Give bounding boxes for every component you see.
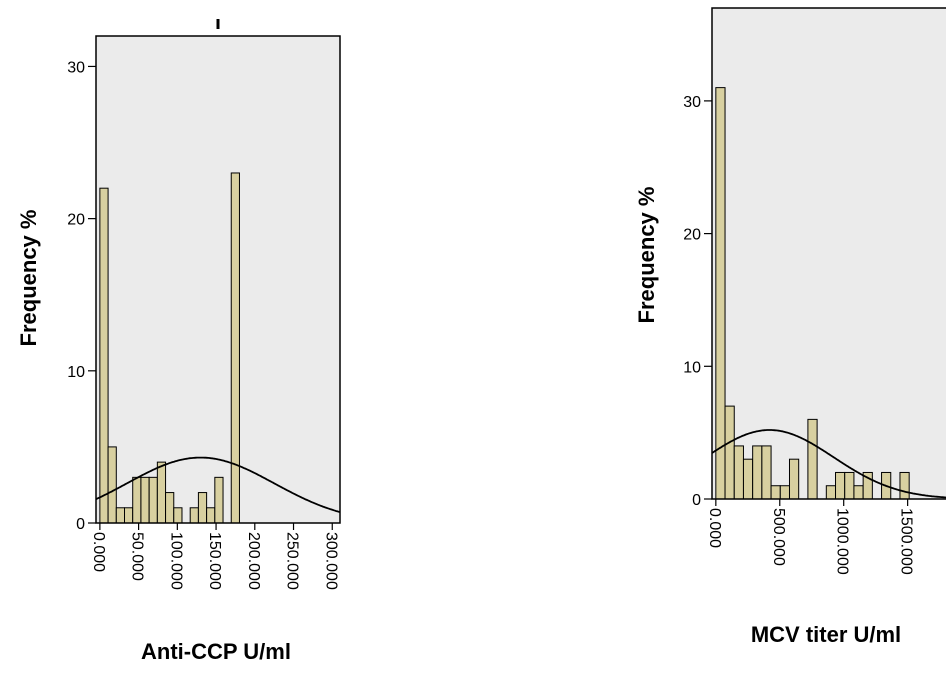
histogram-bar <box>715 87 726 500</box>
histogram-bar <box>779 485 790 500</box>
histogram-bar <box>825 485 837 500</box>
histogram-bar <box>189 507 199 524</box>
x-tick-label: 50.000 <box>129 532 146 581</box>
x-tick-label: 500.000 <box>770 508 787 566</box>
histogram-bar <box>807 418 818 500</box>
histogram-bar <box>173 507 183 524</box>
histogram-bar <box>107 446 117 524</box>
histogram-bar <box>752 445 763 500</box>
x-tick-label: 1000.000 <box>834 508 851 575</box>
histogram-bar <box>724 405 735 500</box>
x-axis-title: Anti-CCP U/ml <box>141 639 291 664</box>
histogram-bar <box>124 507 134 524</box>
histogram-bar <box>115 507 126 524</box>
y-tick-label: 10 <box>683 359 701 376</box>
x-tick-label: 0.000 <box>90 532 107 572</box>
histogram-bar <box>788 458 800 500</box>
histogram-bar <box>156 461 167 524</box>
histogram-bar <box>844 471 855 500</box>
y-tick-label: 0 <box>76 516 85 533</box>
y-tick-label: 20 <box>67 212 85 229</box>
normal-curve <box>711 429 946 499</box>
histogram-bar <box>853 485 864 500</box>
bars <box>99 172 240 524</box>
histogram-bar <box>206 507 216 524</box>
plot-background <box>96 36 340 523</box>
x-tick-label: 250.000 <box>284 532 301 590</box>
histogram-bar <box>214 476 224 524</box>
x-tick-label: 0.000 <box>706 508 723 548</box>
histogram-bar <box>230 172 240 524</box>
plot-frame <box>711 7 946 500</box>
histogram-bar <box>770 485 781 500</box>
histogram-bar <box>197 492 208 524</box>
histogram-bar <box>733 445 744 500</box>
y-tick-label: 30 <box>67 59 85 76</box>
histogram-bar <box>132 476 142 524</box>
histogram-bar <box>899 471 910 500</box>
x-axis-title: MCV titer U/ml <box>751 622 901 647</box>
y-tick-label: 0 <box>692 492 701 509</box>
histogram-bar <box>742 458 754 500</box>
normal-curve <box>95 456 341 513</box>
histogram-bar <box>165 492 175 524</box>
plot-frame <box>95 35 341 524</box>
y-axis-title: Frequency % <box>16 210 41 347</box>
histogram-bar <box>835 471 846 500</box>
plot-background <box>712 8 946 499</box>
x-tick-label: 150.000 <box>206 532 223 590</box>
y-tick-label: 10 <box>67 364 85 381</box>
histogram-bar <box>99 187 109 524</box>
histogram-bar <box>148 476 158 524</box>
x-tick-label: 200.000 <box>245 532 262 590</box>
y-axis-title: Frequency % <box>634 187 659 324</box>
y-tick-label: 20 <box>683 227 701 244</box>
y-tick-label: 30 <box>683 94 701 111</box>
x-tick-label: 300.000 <box>322 532 339 590</box>
histogram-bar <box>761 445 772 500</box>
chart-panel-2: 0 10 20 30 0.000 500.000 1000.000 1500.000 MCV t… <box>634 7 946 647</box>
x-tick-label: 100.000 <box>167 532 184 590</box>
x-tick-label: 1500.000 <box>898 508 915 575</box>
histogram-bar <box>140 476 150 524</box>
